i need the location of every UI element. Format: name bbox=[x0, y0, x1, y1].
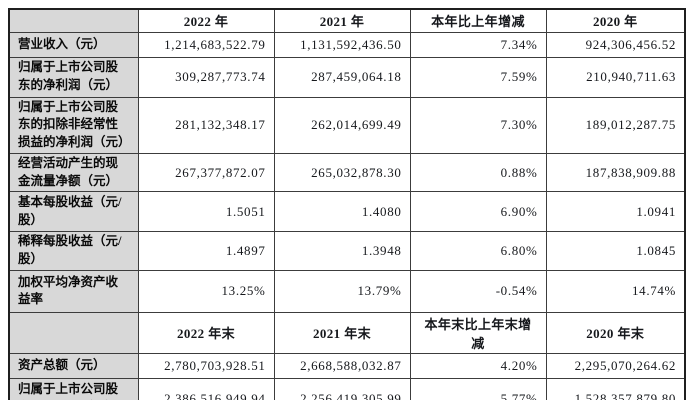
metric-label: 稀释每股收益（元/股） bbox=[8, 231, 139, 271]
value-cell: 1.0845 bbox=[545, 231, 686, 271]
value-cell: 1.5051 bbox=[137, 191, 275, 233]
value-cell: 14.74% bbox=[545, 269, 686, 313]
table-row-revenue: 营业收入（元） 1,214,683,522.79 1,131,592,436.5… bbox=[8, 31, 686, 58]
metric-label: 加权平均净资产收益率 bbox=[8, 269, 139, 313]
table-row-net-profit-excl-nonrecurring: 归属于上市公司股东的扣除非经常性损益的净利润（元） 281,132,348.17… bbox=[8, 96, 686, 154]
metric-label: 基本每股收益（元/股） bbox=[8, 191, 139, 233]
table-header-row-annual: 2022 年 2021 年 本年比上年增减 2020 年 bbox=[8, 8, 686, 33]
metric-label: 归属于上市公司股东的净资产（元） bbox=[8, 377, 139, 400]
table-row-total-assets: 资产总额（元） 2,780,703,928.51 2,668,588,032.8… bbox=[8, 352, 686, 379]
column-header-end-yoy-change: 本年末比上年末增减 bbox=[409, 311, 547, 354]
value-cell: 267,377,872.07 bbox=[137, 152, 275, 193]
column-header-2022-end: 2022 年末 bbox=[137, 311, 275, 354]
corner-cell bbox=[8, 311, 139, 354]
value-cell: 1.3948 bbox=[273, 231, 411, 271]
value-cell: 262,014,699.49 bbox=[273, 96, 411, 154]
value-cell: 7.59% bbox=[409, 56, 547, 98]
value-cell: 265,032,878.30 bbox=[273, 152, 411, 193]
value-cell: -0.54% bbox=[409, 269, 547, 313]
column-header-2022: 2022 年 bbox=[137, 8, 275, 33]
corner-cell bbox=[8, 8, 139, 33]
value-cell: 6.80% bbox=[409, 231, 547, 271]
value-cell: 2,780,703,928.51 bbox=[137, 352, 275, 379]
metric-label: 营业收入（元） bbox=[8, 31, 139, 58]
value-cell: 2,295,070,264.62 bbox=[545, 352, 686, 379]
metric-label: 经营活动产生的现金流量净额（元） bbox=[8, 152, 139, 193]
column-header-yoy-change: 本年比上年增减 bbox=[409, 8, 547, 33]
value-cell: 2,256,419,305.99 bbox=[273, 377, 411, 400]
value-cell: 6.90% bbox=[409, 191, 547, 233]
value-cell: 309,287,773.74 bbox=[137, 56, 275, 98]
value-cell: 5.77% bbox=[409, 377, 547, 400]
value-cell: 2,386,516,949.94 bbox=[137, 377, 275, 400]
column-header-2021-end: 2021 年末 bbox=[273, 311, 411, 354]
value-cell: 1,528,357,879.80 bbox=[545, 377, 686, 400]
table-row-operating-cash-flow: 经营活动产生的现金流量净额（元） 267,377,872.07 265,032,… bbox=[8, 152, 686, 193]
value-cell: 1,131,592,436.50 bbox=[273, 31, 411, 58]
value-cell: 189,012,287.75 bbox=[545, 96, 686, 154]
value-cell: 1.0941 bbox=[545, 191, 686, 233]
financial-highlights-table: 2022 年 2021 年 本年比上年增减 2020 年 营业收入（元） 1,2… bbox=[8, 8, 686, 400]
value-cell: 13.79% bbox=[273, 269, 411, 313]
table-header-row-period-end: 2022 年末 2021 年末 本年末比上年末增减 2020 年末 bbox=[8, 311, 686, 354]
value-cell: 7.34% bbox=[409, 31, 547, 58]
column-header-2020: 2020 年 bbox=[545, 8, 686, 33]
metric-label: 归属于上市公司股东的净利润（元） bbox=[8, 56, 139, 98]
value-cell: 0.88% bbox=[409, 152, 547, 193]
value-cell: 287,459,064.18 bbox=[273, 56, 411, 98]
metric-label: 归属于上市公司股东的扣除非经常性损益的净利润（元） bbox=[8, 96, 139, 154]
value-cell: 4.20% bbox=[409, 352, 547, 379]
value-cell: 7.30% bbox=[409, 96, 547, 154]
value-cell: 13.25% bbox=[137, 269, 275, 313]
table-row-net-profit: 归属于上市公司股东的净利润（元） 309,287,773.74 287,459,… bbox=[8, 56, 686, 98]
table-row-weighted-avg-roe: 加权平均净资产收益率 13.25% 13.79% -0.54% 14.74% bbox=[8, 269, 686, 313]
column-header-2020-end: 2020 年末 bbox=[545, 311, 686, 354]
value-cell: 1.4080 bbox=[273, 191, 411, 233]
table-row-net-assets: 归属于上市公司股东的净资产（元） 2,386,516,949.94 2,256,… bbox=[8, 377, 686, 400]
value-cell: 2,668,588,032.87 bbox=[273, 352, 411, 379]
value-cell: 281,132,348.17 bbox=[137, 96, 275, 154]
value-cell: 187,838,909.88 bbox=[545, 152, 686, 193]
metric-label: 资产总额（元） bbox=[8, 352, 139, 379]
value-cell: 924,306,456.52 bbox=[545, 31, 686, 58]
column-header-2021: 2021 年 bbox=[273, 8, 411, 33]
value-cell: 1.4897 bbox=[137, 231, 275, 271]
table-row-basic-eps: 基本每股收益（元/股） 1.5051 1.4080 6.90% 1.0941 bbox=[8, 191, 686, 233]
value-cell: 1,214,683,522.79 bbox=[137, 31, 275, 58]
value-cell: 210,940,711.63 bbox=[545, 56, 686, 98]
table-row-diluted-eps: 稀释每股收益（元/股） 1.4897 1.3948 6.80% 1.0845 bbox=[8, 231, 686, 271]
